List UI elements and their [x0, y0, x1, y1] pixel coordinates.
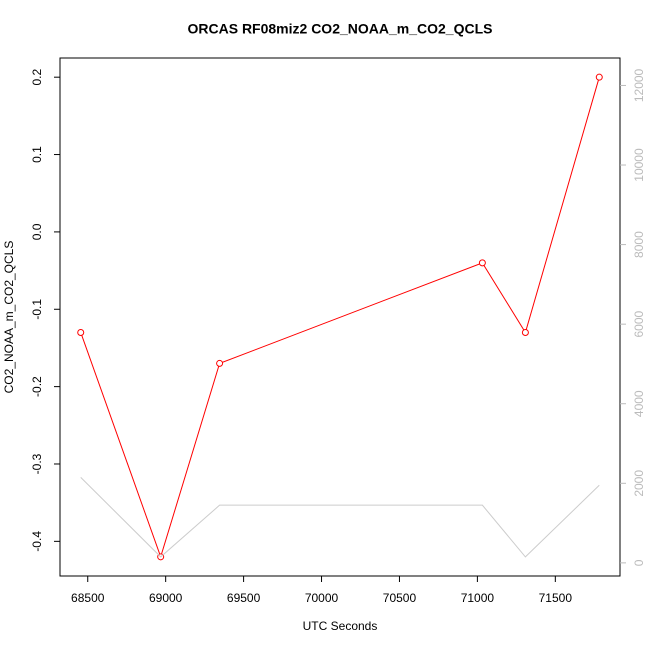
point [521, 328, 529, 336]
x-axis-label: UTC Seconds [303, 619, 378, 633]
y2-tick-label: 10000 [632, 148, 646, 182]
y-tick-label: -0.3 [30, 453, 44, 474]
chart-title: ORCAS RF08miz2 CO2_NOAA_m_CO2_QCLS [188, 21, 493, 37]
plot-box [59, 57, 621, 577]
point [595, 73, 603, 81]
x-tick-label: 69000 [149, 591, 183, 605]
point [77, 328, 85, 336]
y-tick-label: 0.1 [30, 146, 44, 163]
y-tick-label: -0.4 [30, 531, 44, 552]
x-tick-label: 70000 [305, 591, 339, 605]
x-tick-label: 71500 [539, 591, 573, 605]
x-tick-label: 71000 [461, 591, 495, 605]
y2-tick-label: 0 [632, 559, 646, 566]
y-tick-label: -0.2 [30, 376, 44, 397]
point [216, 359, 224, 367]
x-tick-label: 70500 [383, 591, 417, 605]
series-line [80, 476, 600, 558]
y2-tick-label: 6000 [632, 310, 646, 337]
y-tick-label: -0.1 [30, 299, 44, 320]
series-line [80, 77, 600, 559]
y-tick-label: 0.2 [30, 69, 44, 86]
y2-tick-label: 4000 [632, 390, 646, 417]
y2-tick-label: 2000 [632, 470, 646, 497]
y2-tick-label: 12000 [632, 68, 646, 102]
y2-tick-label: 8000 [632, 231, 646, 258]
y-axis-label: CO2_NOAA_m_CO2_QCLS [2, 241, 16, 394]
x-tick-label: 69500 [227, 591, 261, 605]
point [478, 259, 486, 267]
x-tick-label: 68500 [71, 591, 105, 605]
y-tick-label: 0.0 [30, 223, 44, 240]
